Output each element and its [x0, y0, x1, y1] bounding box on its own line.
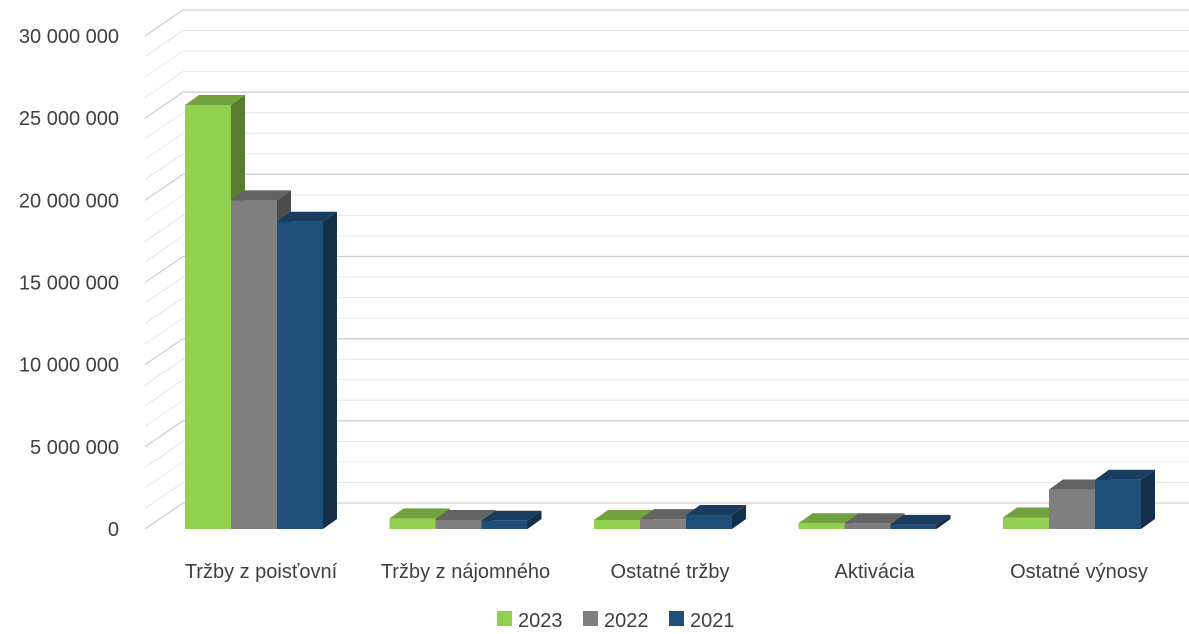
bar-2021-2 — [686, 505, 746, 529]
legend-swatch-2021 — [669, 611, 684, 626]
minor-gridline — [144, 132, 1189, 160]
bars — [185, 95, 1155, 530]
minor-gridline — [144, 235, 1189, 263]
bar-2021-1 — [481, 510, 542, 529]
minor-gridline — [144, 30, 1189, 57]
bar-2021-4 — [1095, 469, 1155, 529]
legend-label-2023: 2023 — [518, 610, 563, 632]
y-tick-label: 25 000 000 — [19, 108, 119, 130]
major-gridline — [144, 502, 1189, 530]
minor-gridline — [144, 440, 1189, 468]
major-gridline — [144, 91, 1189, 119]
y-tick-label: 20 000 000 — [19, 190, 119, 212]
minor-gridline — [144, 112, 1189, 140]
x-category-label: Tržby z poisťovní — [185, 561, 338, 583]
legend-swatch-2022 — [583, 611, 598, 626]
major-gridline — [144, 255, 1189, 284]
x-category-label: Tržby z nájomného — [381, 561, 550, 583]
x-axis-category-labels: Tržby z poisťovní Tržby z nájomného Ostatn… — [185, 561, 1148, 583]
major-gridline — [144, 338, 1189, 366]
gridlines — [144, 9, 1189, 530]
legend: 2023 2022 2021 — [497, 610, 735, 632]
major-gridline — [144, 9, 1189, 37]
minor-gridline — [144, 50, 1189, 78]
minor-gridline — [144, 71, 1189, 99]
major-gridline — [144, 173, 1189, 201]
legend-label-2021: 2021 — [690, 610, 735, 632]
minor-gridline — [144, 297, 1189, 324]
x-category-label: Aktivácia — [834, 561, 915, 583]
legend-swatch-2023 — [497, 611, 512, 626]
minor-gridline — [144, 194, 1189, 222]
y-tick-label: 30 000 000 — [19, 26, 119, 48]
y-tick-label: 0 — [108, 519, 119, 541]
bar-2021-3 — [890, 514, 951, 529]
minor-gridline — [144, 481, 1189, 509]
minor-gridline — [144, 379, 1189, 407]
minor-gridline — [144, 317, 1189, 345]
minor-gridline — [144, 276, 1189, 304]
y-axis-tick-labels: 0 5 000 000 10 000 000 15 000 000 20 000 000… — [19, 26, 119, 541]
y-tick-label: 15 000 000 — [19, 273, 119, 295]
legend-label-2022: 2022 — [604, 610, 649, 632]
minor-gridline — [144, 358, 1189, 386]
x-category-label: Ostatné výnosy — [1010, 561, 1148, 583]
minor-gridline — [144, 153, 1189, 181]
y-tick-label: 5 000 000 — [30, 437, 119, 459]
y-tick-label: 10 000 000 — [19, 355, 119, 377]
minor-gridline — [144, 399, 1189, 427]
minor-gridline — [144, 214, 1189, 242]
x-category-label: Ostatné tržby — [611, 561, 730, 583]
bar-2021-0 — [277, 211, 337, 530]
minor-gridline — [144, 461, 1189, 489]
major-gridline — [144, 420, 1189, 448]
